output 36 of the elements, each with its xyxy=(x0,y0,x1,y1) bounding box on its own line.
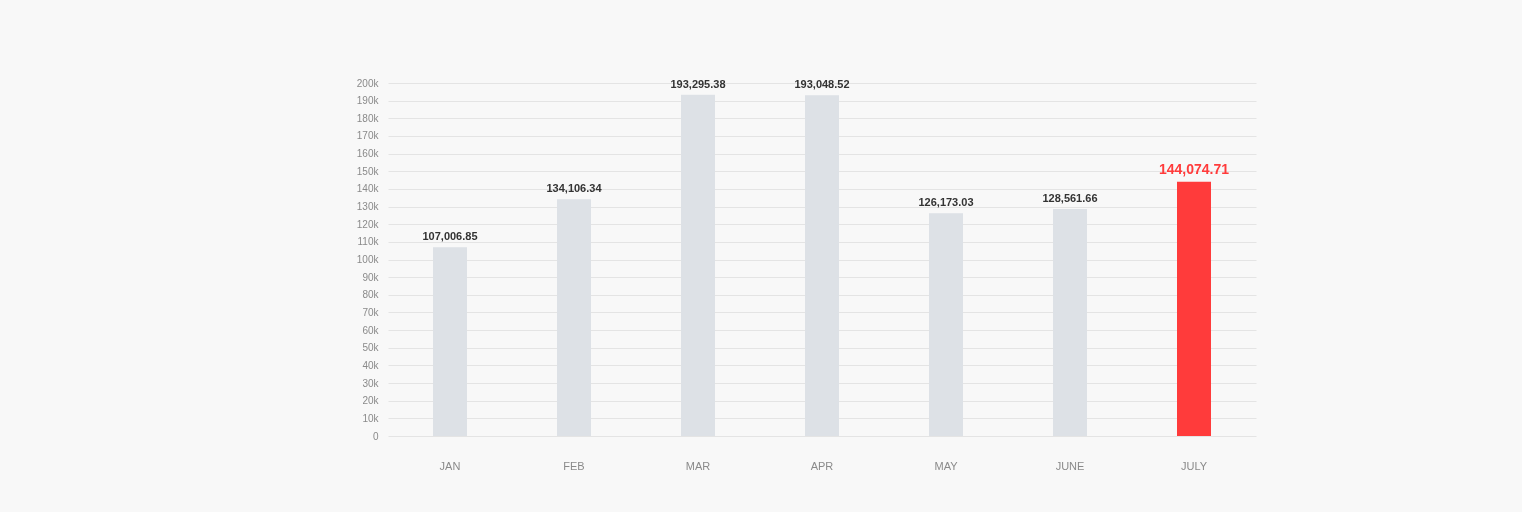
y-tick-label: 160k xyxy=(356,148,380,160)
y-tick-label: 110k xyxy=(357,236,380,248)
y-tick-label: 150k xyxy=(356,165,380,177)
y-tick-label: 80k xyxy=(362,289,380,301)
y-tick-label: 20k xyxy=(362,395,380,407)
y-tick-label: 100k xyxy=(356,254,380,265)
bar xyxy=(1177,181,1211,436)
y-tick-label: 90k xyxy=(362,271,380,283)
x-tick-label: JULY xyxy=(1180,459,1208,472)
data-label: 193,295.38 xyxy=(670,77,726,90)
y-tick-label: 10k xyxy=(362,412,380,424)
y-tick-label: 60k xyxy=(362,324,380,336)
data-label: 144,074.71 xyxy=(1158,160,1230,177)
y-tick-label: 70k xyxy=(362,306,380,318)
y-tick-label: 50k xyxy=(362,342,380,354)
data-label: 128,561.66 xyxy=(1042,192,1098,205)
data-label: 193,048.52 xyxy=(794,78,850,91)
data-label: 107,006.85 xyxy=(422,230,478,243)
x-tick-label: MAY xyxy=(934,459,959,472)
data-label: 126,173.03 xyxy=(918,196,974,209)
data-label: 134,106.34 xyxy=(546,182,603,195)
y-tick-label: 190k xyxy=(356,95,380,107)
y-tick-label: 40k xyxy=(362,359,380,371)
x-tick-label: APR xyxy=(810,459,834,472)
y-tick-label: 170k xyxy=(356,130,380,142)
y-tick-label: 120k xyxy=(356,218,380,230)
y-tick-label: 180k xyxy=(356,112,380,124)
y-tick-label: 200k xyxy=(356,77,380,89)
x-tick-label: JUNE xyxy=(1055,459,1085,472)
y-tick-label: 30k xyxy=(362,377,380,389)
y-tick-label: 0 xyxy=(372,430,379,442)
x-tick-label: FEB xyxy=(563,459,585,472)
x-tick-label: MAR xyxy=(685,459,711,472)
y-tick-label: 130k xyxy=(356,201,380,213)
x-tick-label: JAN xyxy=(439,459,461,472)
y-tick-label: 140k xyxy=(356,183,380,195)
